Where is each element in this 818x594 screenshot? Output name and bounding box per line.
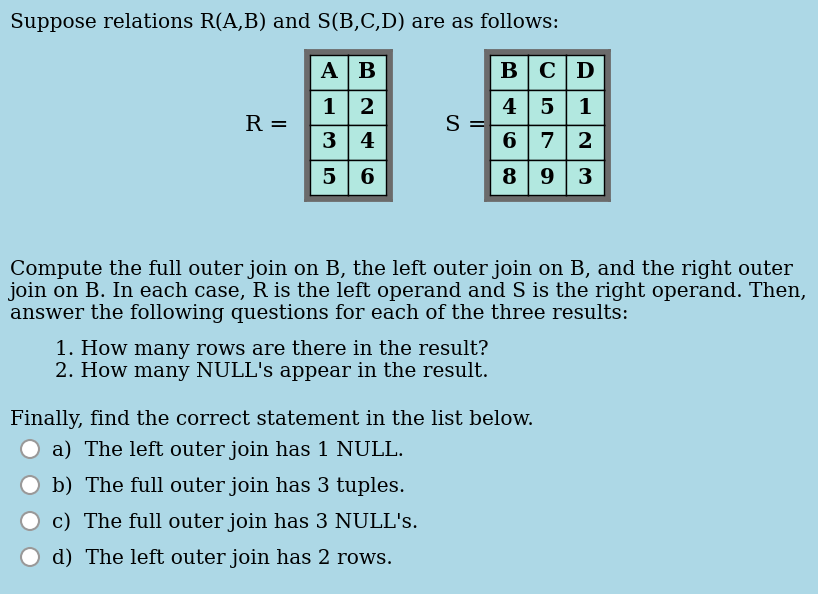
Text: 1: 1 [578,96,592,118]
Text: 8: 8 [501,166,516,188]
Text: A: A [321,62,337,84]
Text: 4: 4 [501,96,516,118]
Text: 7: 7 [540,131,555,153]
Text: 6: 6 [501,131,516,153]
Text: Compute the full outer join on B, the left outer join on B, and the right outer: Compute the full outer join on B, the le… [10,260,793,279]
Text: R =: R = [245,114,289,136]
Text: 2: 2 [578,131,592,153]
Text: 5: 5 [321,166,336,188]
Text: 9: 9 [540,166,555,188]
Text: D: D [576,62,595,84]
Text: 4: 4 [359,131,375,153]
Text: S =: S = [445,114,487,136]
Text: C: C [538,62,555,84]
Text: B: B [500,62,518,84]
Text: Finally, find the correct statement in the list below.: Finally, find the correct statement in t… [10,410,534,429]
Text: B: B [358,62,376,84]
Text: d)  The left outer join has 2 rows.: d) The left outer join has 2 rows. [52,548,393,568]
Text: 5: 5 [540,96,555,118]
Text: answer the following questions for each of the three results:: answer the following questions for each … [10,304,628,323]
Circle shape [21,440,39,458]
Circle shape [21,512,39,530]
Text: join on B. In each case, R is the left operand and S is the right operand. Then,: join on B. In each case, R is the left o… [10,282,807,301]
Text: b)  The full outer join has 3 tuples.: b) The full outer join has 3 tuples. [52,476,405,495]
Circle shape [21,548,39,566]
Text: Suppose relations R(A,B) and S(B,C,D) are as follows:: Suppose relations R(A,B) and S(B,C,D) ar… [10,12,560,31]
Text: 2. How many NULL's appear in the result.: 2. How many NULL's appear in the result. [55,362,488,381]
Text: c)  The full outer join has 3 NULL's.: c) The full outer join has 3 NULL's. [52,512,418,532]
Text: 3: 3 [321,131,336,153]
Text: 6: 6 [359,166,375,188]
Text: 1. How many rows are there in the result?: 1. How many rows are there in the result… [55,340,488,359]
Text: a)  The left outer join has 1 NULL.: a) The left outer join has 1 NULL. [52,440,404,460]
Text: 2: 2 [360,96,375,118]
Text: 1: 1 [321,96,336,118]
Text: 3: 3 [578,166,592,188]
Circle shape [21,476,39,494]
